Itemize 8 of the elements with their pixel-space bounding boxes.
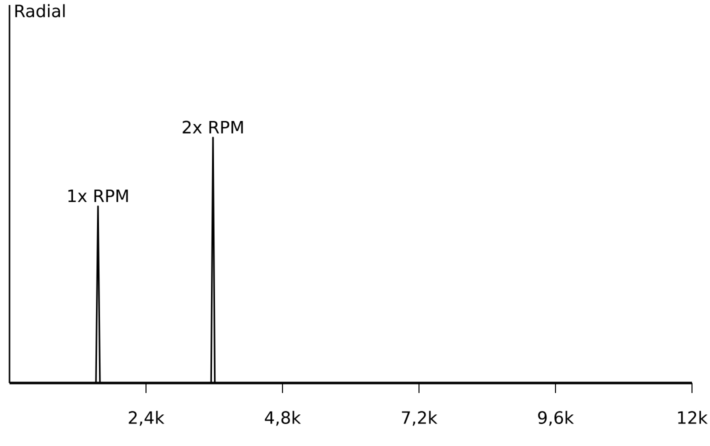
x-tick-label: 12k	[678, 410, 708, 424]
text: Radial	[15, 4, 65, 18]
x-tick-label: 4,8k	[264, 410, 301, 426]
annotation: 2x RPM	[182, 120, 243, 134]
annotation: 1x RPM	[68, 190, 128, 202]
x-tick-label: 7,2k	[402, 410, 438, 426]
x-tick-label: 9,6k	[538, 410, 574, 426]
x-tick-label: 2,4k	[128, 410, 164, 426]
